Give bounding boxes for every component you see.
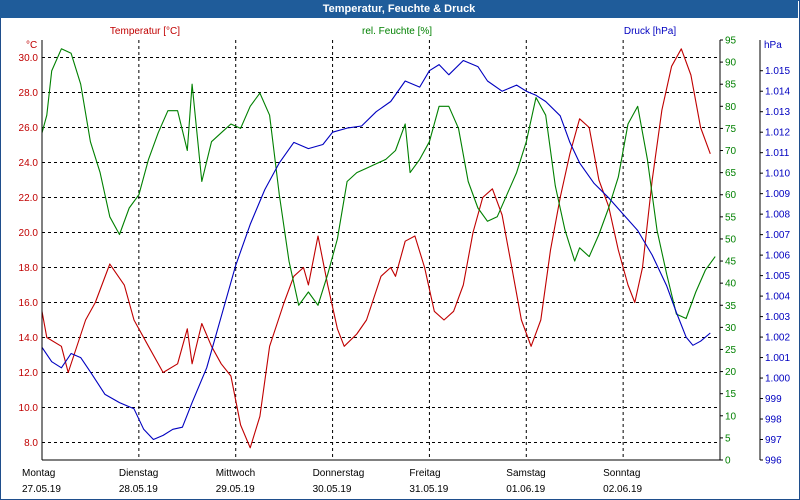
day-date-label: 02.06.19 [603,484,642,495]
temperature-tick-label: 8.0 [24,438,38,449]
temperature-tick-label: 30.0 [19,53,39,64]
temperature-tick-label: 18.0 [19,263,39,274]
pressure-axis-title: Druck [hPa] [624,26,676,37]
pressure-tick-label: 1.009 [765,189,790,200]
day-date-label: 31.05.19 [409,484,448,495]
temperature-tick-label: 24.0 [19,158,39,169]
humidity-tick-label: 25 [725,345,737,356]
humidity-tick-label: 45 [725,257,737,268]
pressure-tick-label: 1.008 [765,210,790,221]
temperature-tick-label: 12.0 [19,368,39,379]
humidity-tick-label: 0 [725,456,731,467]
pressure-unit: hPa [764,40,782,51]
humidity-tick-label: 5 [725,433,731,444]
pressure-tick-label: 1.010 [765,169,790,180]
window-title: Temperatur, Feuchte & Druck [0,0,798,18]
day-name-label: Freitag [409,468,440,479]
humidity-tick-label: 80 [725,102,737,113]
day-date-label: 01.06.19 [506,484,545,495]
pressure-tick-label: 1.013 [765,107,790,118]
day-date-label: 27.05.19 [22,484,61,495]
pressure-tick-label: 1.004 [765,292,790,303]
humidity-axis-title: rel. Feuchte [%] [362,26,432,37]
pressure-tick-label: 1.003 [765,312,790,323]
humidity-tick-label: 50 [725,234,737,245]
humidity-series-line [41,48,716,320]
day-name-label: Dienstag [119,468,158,479]
grid [42,40,720,460]
pressure-tick-label: 1.005 [765,271,790,282]
humidity-tick-label: 85 [725,80,737,91]
humidity-tick-label: 20 [725,367,737,378]
humidity-tick-label: 40 [725,279,737,290]
day-date-label: 28.05.19 [119,484,158,495]
humidity-tick-label: 70 [725,146,737,157]
day-name-label: Montag [22,468,55,479]
pressure-tick-label: 1.006 [765,251,790,262]
humidity-tick-label: 55 [725,212,737,223]
pressure-tick-label: 1.002 [765,333,790,344]
pressure-tick-label: 999 [765,394,782,405]
day-name-label: Donnerstag [313,468,365,479]
pressure-tick-label: 1.001 [765,353,790,364]
pressure-tick-label: 1.011 [765,148,790,159]
humidity-tick-label: 75 [725,124,737,135]
humidity-tick-label: 60 [725,190,737,201]
temperature-tick-label: 20.0 [19,228,39,239]
humidity-tick-label: 90 [725,58,737,69]
pressure-tick-label: 1.012 [765,128,790,139]
pressure-series-line [41,59,711,441]
pressure-tick-label: 1.000 [765,374,790,385]
pressure-tick-label: 1.015 [765,66,790,77]
humidity-tick-label: 35 [725,301,737,312]
temperature-tick-label: 14.0 [19,333,39,344]
day-date-label: 30.05.19 [313,484,352,495]
series-lines [41,48,716,449]
temperature-unit: °C [26,40,37,51]
temperature-tick-label: 26.0 [19,123,39,134]
axes: 8.0 10.0 12.0 14.0 16.0 18.0 20.0 22.0 24.0 26.0 2… [19,36,791,467]
day-name-label: Sonntag [603,468,640,479]
pressure-tick-label: 997 [765,435,782,446]
temperature-tick-label: 10.0 [19,403,39,414]
temperature-tick-label: 28.0 [19,88,39,99]
pressure-tick-label: 1.014 [765,87,790,98]
temperature-tick-label: 16.0 [19,298,39,309]
humidity-tick-label: 65 [725,168,737,179]
pressure-tick-label: 1.007 [765,230,790,241]
day-name-label: Samstag [506,468,545,479]
humidity-tick-label: 30 [725,323,737,334]
day-date-label: 29.05.19 [216,484,255,495]
humidity-tick-label: 15 [725,389,737,400]
temperature-series-line [41,48,711,449]
temperature-axis-title: Temperatur [°C] [110,26,180,37]
day-labels: Montag 27.05.19 Dienstag 28.05.19 Mittwoch 29… [22,468,643,495]
temperature-tick-label: 22.0 [19,193,39,204]
humidity-tick-label: 95 [725,36,737,47]
humidity-tick-label: 10 [725,411,737,422]
day-name-label: Mittwoch [216,468,255,479]
pressure-tick-label: 998 [765,415,782,426]
pressure-tick-label: 996 [765,456,782,467]
